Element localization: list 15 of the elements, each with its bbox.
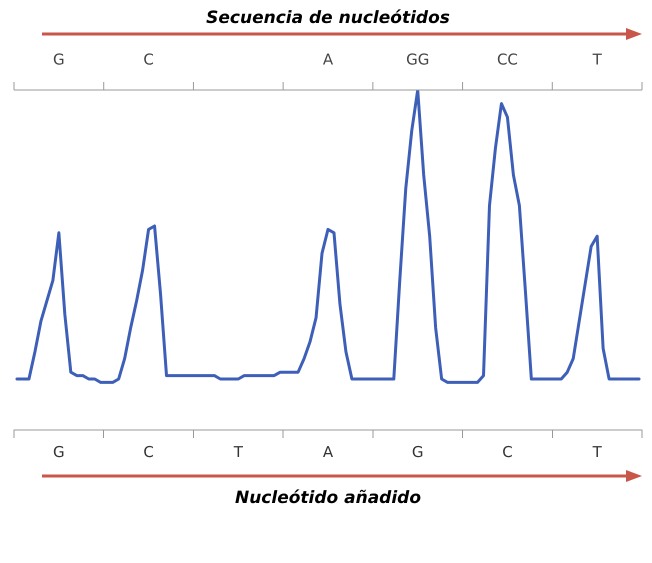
x-axis-title: Nucleótido añadido: [234, 488, 422, 508]
text: CC: [496, 50, 518, 68]
x-tick-label: C: [502, 442, 513, 461]
x-tick-label: A: [322, 442, 334, 461]
text: T: [592, 50, 603, 68]
text: C: [143, 50, 154, 68]
x2-axis-title: Secuencia de nucleótidos: [205, 8, 451, 28]
text: GG: [406, 50, 430, 68]
x-tick-label: G: [412, 442, 424, 461]
text: G: [53, 50, 65, 68]
x-tick-label: C: [143, 442, 154, 461]
x-tick-label: G: [53, 442, 65, 461]
text: A: [322, 50, 334, 68]
x-tick-label: T: [592, 442, 603, 461]
x-tick-label: T: [232, 442, 244, 461]
